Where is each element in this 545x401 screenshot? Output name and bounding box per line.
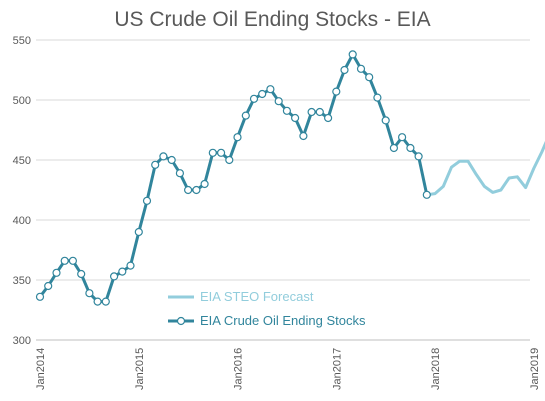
- data-point: [85, 289, 94, 298]
- data-point: [258, 89, 267, 99]
- legend-forecast-label: EIA STEO Forecast: [200, 289, 314, 304]
- data-point: [60, 256, 69, 265]
- data-point: [44, 281, 53, 291]
- chart-title: US Crude Oil Ending Stocks - EIA: [114, 8, 431, 31]
- data-point: [159, 152, 168, 161]
- data-point: [68, 256, 78, 265]
- y-tick-label: 550: [13, 35, 31, 47]
- data-point: [381, 116, 390, 125]
- x-tick-label: Jan2017: [331, 348, 343, 390]
- data-point: [217, 148, 226, 157]
- gridlines: [36, 39, 530, 341]
- x-tick-label: Jan2019: [529, 348, 541, 390]
- data-point: [192, 185, 201, 195]
- data-point: [324, 113, 333, 123]
- data-point: [315, 107, 324, 117]
- data-point: [151, 160, 160, 169]
- data-point: [282, 106, 291, 115]
- x-tick-label: Jan2016: [233, 348, 245, 390]
- y-tick-label: 300: [13, 335, 31, 347]
- y-tick-label: 450: [13, 155, 31, 167]
- data-point: [274, 97, 283, 106]
- x-tick-label: Jan2015: [134, 348, 146, 390]
- x-axis-ticks: Jan2014 Jan2015 Jan2016 Jan2017 Jan2018 Jan20…: [35, 348, 541, 390]
- data-point: [101, 297, 110, 306]
- data-point: [340, 65, 349, 75]
- data-point: [126, 261, 135, 270]
- data-point: [332, 87, 341, 96]
- data-point: [266, 85, 275, 94]
- legend-actual-marker: [176, 316, 186, 326]
- data-point: [175, 169, 184, 178]
- data-point: [93, 297, 102, 306]
- legend-actual-label: EIA Crude Oil Ending Stocks: [200, 313, 366, 328]
- y-axis-ticks: 300 350 400 450 500 550: [13, 35, 31, 347]
- x-tick-label: Jan2014: [35, 348, 47, 390]
- data-point: [422, 190, 431, 199]
- data-point: [307, 107, 316, 117]
- data-point: [35, 292, 45, 301]
- data-point: [109, 272, 119, 281]
- y-tick-label: 400: [13, 215, 31, 227]
- data-point: [241, 111, 250, 120]
- data-point: [77, 269, 86, 279]
- data-point: [398, 133, 407, 142]
- data-point: [348, 50, 357, 59]
- data-point: [233, 133, 242, 142]
- legend: EIA STEO Forecast EIA Crude Oil Ending S…: [168, 289, 366, 328]
- x-tick-label: Jan2018: [430, 348, 442, 390]
- forecast-line: [425, 140, 545, 197]
- data-point: [118, 267, 127, 276]
- data-point: [356, 64, 366, 73]
- data-point: [142, 196, 152, 205]
- data-point: [373, 93, 382, 102]
- data-point: [414, 152, 423, 161]
- data-point: [291, 113, 300, 123]
- data-point: [299, 131, 308, 141]
- data-point: [406, 143, 415, 153]
- data-point: [184, 185, 193, 195]
- series-lines: [38, 52, 545, 304]
- data-point: [208, 148, 217, 157]
- y-tick-label: 500: [13, 95, 31, 107]
- data-point: [200, 179, 209, 189]
- series-markers: [35, 50, 431, 306]
- y-tick-label: 350: [13, 275, 31, 287]
- data-point: [167, 155, 176, 165]
- data-point: [225, 155, 234, 165]
- data-point: [52, 268, 61, 277]
- actual-stocks-line: [38, 52, 429, 304]
- data-point: [365, 73, 374, 82]
- data-point: [389, 143, 398, 153]
- data-point: [134, 227, 143, 237]
- data-point: [249, 94, 259, 103]
